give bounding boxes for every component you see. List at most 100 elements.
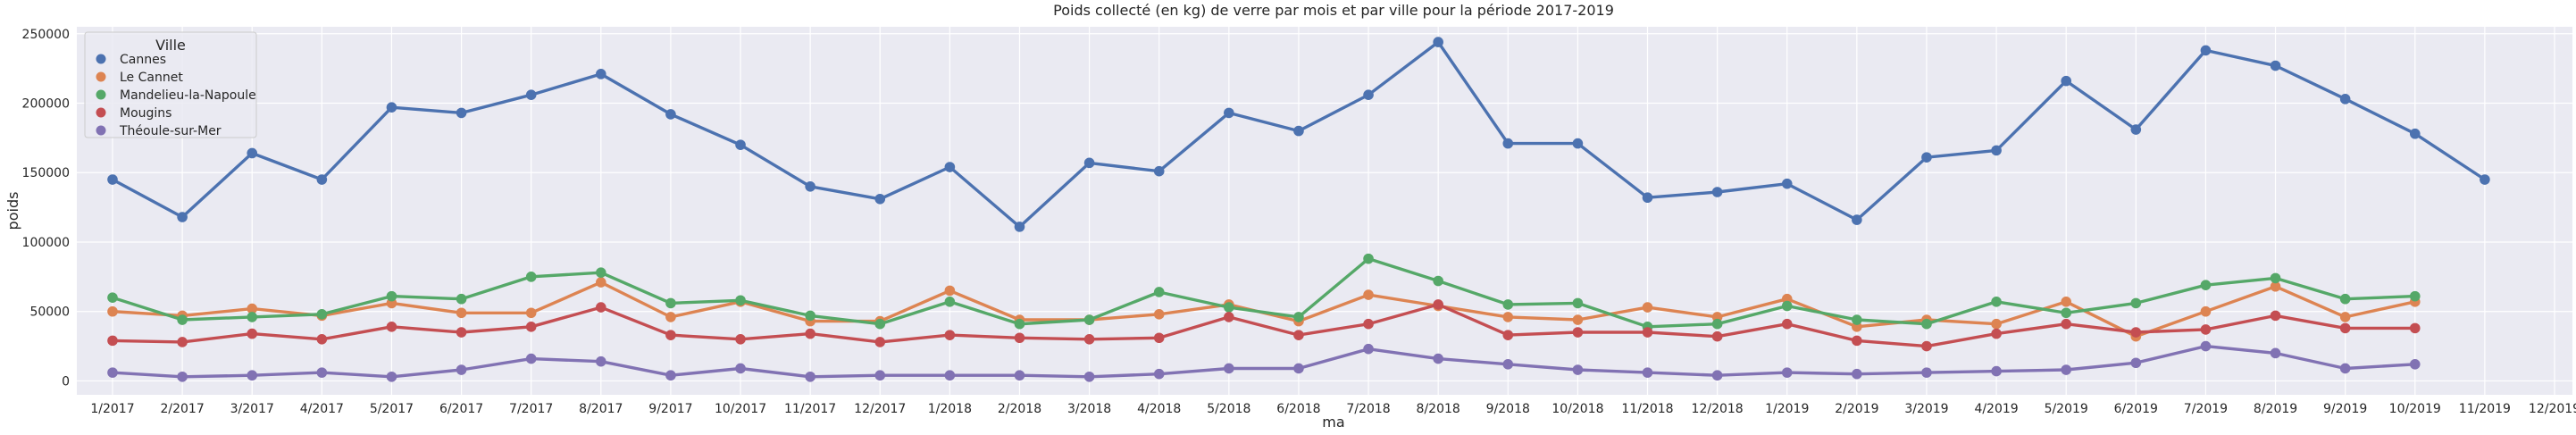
data-point [1224, 302, 1234, 313]
data-point [2270, 310, 2281, 322]
data-point [2130, 327, 2142, 338]
series-th-oule-sur-mer [107, 340, 2421, 382]
x-tick-label: 1/2018 [928, 402, 972, 416]
data-point [2480, 174, 2490, 185]
data-point [944, 370, 956, 381]
data-point [525, 322, 537, 332]
legend-marker [96, 89, 106, 100]
data-point [2061, 307, 2071, 319]
data-point [247, 312, 258, 322]
data-point [944, 162, 956, 172]
x-tick-label: 8/2018 [1417, 402, 1460, 416]
data-point [1153, 287, 1165, 297]
legend-box [84, 31, 257, 138]
data-point [874, 370, 886, 381]
data-point [1363, 343, 1374, 355]
data-point [805, 180, 815, 192]
data-point [1781, 367, 1793, 378]
legend-items: Cannes Le Cannet Mandelieu-la-Napoule Mougi… [96, 53, 256, 138]
data-point [1572, 364, 1584, 375]
data-point [1014, 318, 1025, 330]
y-tick-label: 100000 [22, 236, 70, 250]
data-point [1991, 365, 2002, 377]
legend-marker [96, 54, 106, 64]
x-tick-label: 12/2018 [1692, 402, 1744, 416]
y-tick-label: 50000 [29, 305, 70, 320]
data-point [456, 364, 467, 375]
data-point [1083, 371, 1095, 382]
data-point [596, 277, 606, 288]
x-axis-ticks: 1/2017 2/2017 3/2017 4/2017 5/2017 6/2017 7/20… [90, 402, 2576, 416]
data-point [1991, 145, 2002, 156]
data-point [596, 69, 606, 79]
data-point [2130, 297, 2142, 309]
data-point [525, 353, 537, 364]
data-point [1711, 330, 1723, 342]
x-tick-label: 3/2017 [230, 402, 274, 416]
x-tick-label: 12/2017 [854, 402, 906, 416]
data-point [1781, 318, 1793, 330]
data-point [1852, 314, 1862, 325]
data-point [316, 367, 328, 378]
series-line [112, 344, 2415, 379]
y-tick-label: 200000 [22, 97, 70, 112]
data-point [2339, 322, 2351, 334]
data-point [525, 307, 537, 319]
data-point [2409, 322, 2421, 334]
data-point [1852, 335, 1862, 347]
x-tick-label: 7/2019 [2184, 402, 2228, 416]
data-point [2339, 293, 2351, 305]
data-point [735, 363, 746, 374]
x-tick-label: 7/2017 [509, 402, 553, 416]
data-point [247, 328, 258, 339]
x-tick-label: 1/2019 [1765, 402, 1809, 416]
data-point [1642, 302, 1653, 313]
legend: Ville Cannes Le Cannet Mandelieu-la-Napoul… [84, 31, 257, 138]
data-point [386, 322, 397, 332]
data-point [247, 370, 258, 381]
data-point [316, 174, 328, 185]
x-tick-label: 3/2019 [1904, 402, 1948, 416]
data-point [525, 89, 537, 100]
x-tick-label: 5/2018 [1207, 402, 1250, 416]
data-point [107, 305, 118, 317]
y-tick-label: 150000 [22, 166, 70, 180]
data-point [316, 334, 328, 345]
data-point [1502, 330, 1514, 340]
data-point [1014, 370, 1025, 381]
data-point [2130, 124, 2142, 135]
series-layer [107, 37, 2490, 382]
data-point [2061, 364, 2071, 375]
data-point [735, 334, 746, 345]
data-point [2130, 357, 2142, 369]
data-point [1991, 318, 2002, 330]
data-point [665, 109, 676, 120]
series-mougins [107, 299, 2421, 352]
x-tick-label: 1/2017 [90, 402, 134, 416]
x-axis-label: ma [1322, 414, 1344, 431]
data-point [107, 367, 118, 378]
legend-label: Théoule-sur-Mer [119, 124, 222, 138]
series-line [112, 256, 2415, 329]
data-point [1502, 358, 1514, 370]
x-tick-label: 12/2019 [2529, 402, 2576, 416]
data-point [2200, 340, 2212, 352]
chart-title: Poids collecté (en kg) de verre par mois… [1053, 2, 1614, 19]
x-tick-label: 7/2018 [1346, 402, 1390, 416]
legend-label: Le Cannet [120, 71, 183, 85]
data-point [1433, 37, 1443, 47]
data-point [316, 309, 328, 320]
data-point [2339, 363, 2351, 374]
data-point [107, 335, 118, 347]
data-point [177, 212, 188, 222]
data-point [2270, 280, 2281, 292]
x-tick-label: 11/2018 [1621, 402, 1673, 416]
x-tick-label: 6/2017 [439, 402, 483, 416]
data-point [2270, 272, 2281, 284]
data-point [944, 285, 956, 297]
data-point [1502, 299, 1514, 310]
x-tick-label: 9/2017 [648, 402, 692, 416]
data-point [247, 147, 258, 159]
